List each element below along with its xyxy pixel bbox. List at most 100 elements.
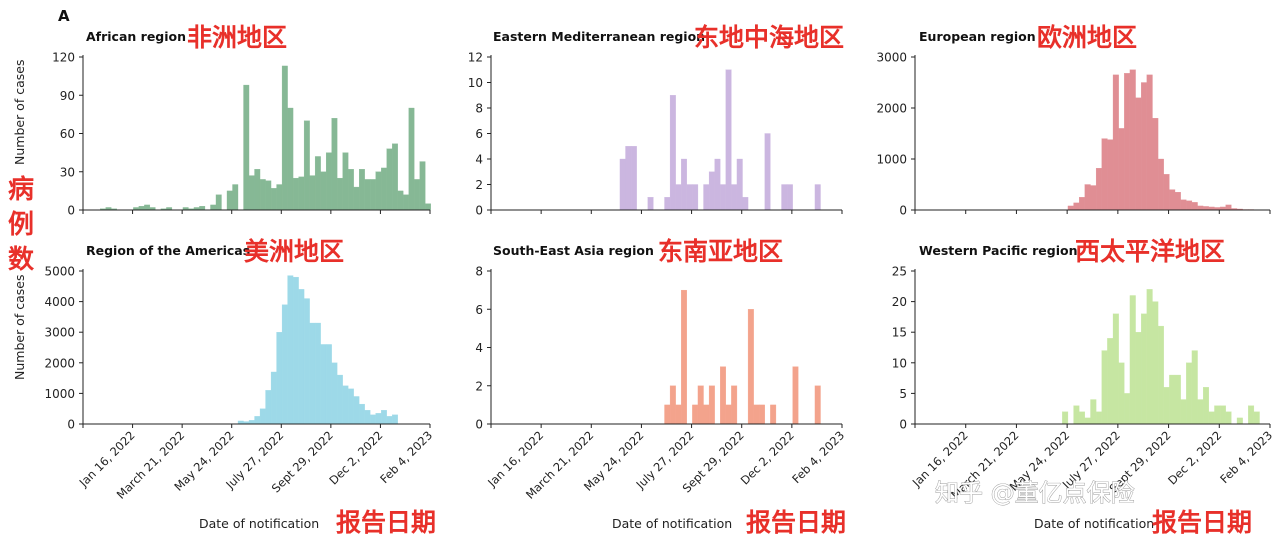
bar xyxy=(736,158,743,211)
bar xyxy=(747,309,754,425)
bar xyxy=(287,107,294,211)
bar xyxy=(292,276,299,425)
bar xyxy=(259,179,266,211)
y-tick-label: 1000 xyxy=(876,153,907,167)
bar xyxy=(1174,374,1181,425)
bar xyxy=(325,344,332,425)
bar xyxy=(781,184,788,211)
bar xyxy=(353,186,360,211)
bar xyxy=(792,366,799,425)
y-tick-label: 0 xyxy=(475,418,483,432)
bar xyxy=(281,304,288,425)
x-axis-label-americas: Date of notification xyxy=(199,516,319,531)
bar xyxy=(725,404,732,425)
bar xyxy=(342,152,349,211)
bar xyxy=(725,69,732,211)
bar xyxy=(1107,338,1114,425)
bar xyxy=(336,374,343,425)
bar xyxy=(292,177,299,211)
bar xyxy=(397,190,404,211)
y-tick-label: 2000 xyxy=(44,356,75,370)
bar xyxy=(697,385,704,425)
y-tick-label: 0 xyxy=(67,418,75,432)
bar xyxy=(1253,411,1260,425)
bar xyxy=(647,197,654,211)
bar xyxy=(814,184,821,211)
x-tick-label: Feb 4, 2023 xyxy=(1217,428,1275,486)
bar xyxy=(1152,118,1159,211)
panel-title-zh: 东南亚地区 xyxy=(658,237,783,266)
bar xyxy=(1191,202,1198,211)
bar xyxy=(314,322,321,425)
panel-title: Western Pacific region xyxy=(919,243,1077,258)
bar xyxy=(814,385,821,425)
bar xyxy=(375,413,382,425)
panel-1: African region 非洲地区 0 30 60 90 120 xyxy=(52,23,431,218)
bar xyxy=(1163,387,1170,425)
y-tick-label: 6 xyxy=(475,303,483,317)
bar xyxy=(764,133,771,211)
panel-title-zh: 美洲地区 xyxy=(244,237,344,266)
y-tick-label: 12 xyxy=(468,51,483,65)
bar xyxy=(1169,189,1176,211)
x-axis-label-zh-sea: 报告日期 xyxy=(746,508,846,537)
bar xyxy=(1084,417,1091,425)
bar xyxy=(1225,411,1232,425)
bar xyxy=(210,204,217,211)
bar xyxy=(1062,411,1069,425)
bar xyxy=(298,289,305,425)
bar xyxy=(1180,399,1187,425)
y-tick-label: 2 xyxy=(475,178,483,192)
bar xyxy=(1146,289,1153,425)
bar xyxy=(669,95,676,211)
bar xyxy=(1129,69,1136,211)
x-tick-label: Dec 2, 2022 xyxy=(326,428,385,487)
bar xyxy=(298,176,305,211)
y-tick-label: 0 xyxy=(899,204,907,218)
bar xyxy=(675,404,682,425)
y-tick-label: 2 xyxy=(475,379,483,393)
y-tick-label: 0 xyxy=(67,204,75,218)
panel-6: Western Pacific region西太平洋地区0510152025Ja… xyxy=(892,237,1275,502)
bar xyxy=(232,184,239,211)
panel-title: Region of the Americas xyxy=(86,243,250,258)
bar xyxy=(1079,411,1085,425)
bar xyxy=(1157,158,1164,211)
bar xyxy=(1107,139,1114,211)
bar xyxy=(248,175,255,211)
bar xyxy=(753,404,760,425)
y-tick-label: 8 xyxy=(475,102,483,116)
bar xyxy=(1124,393,1131,425)
bar xyxy=(1157,325,1164,425)
bar xyxy=(625,146,632,211)
bar xyxy=(331,118,338,211)
bar xyxy=(320,344,327,425)
bar xyxy=(375,171,382,211)
x-axis-label-sea: Date of notification xyxy=(612,516,732,531)
y-tick-label: 10 xyxy=(468,76,483,90)
bar xyxy=(1084,184,1091,211)
bar xyxy=(276,332,283,425)
bar xyxy=(254,416,261,425)
bar xyxy=(386,148,393,211)
bar xyxy=(331,362,338,425)
bar xyxy=(325,152,332,211)
bar xyxy=(1141,82,1147,211)
panel-title: Eastern Mediterranean region xyxy=(493,29,705,44)
bar xyxy=(1236,417,1243,425)
panel-title-zh: 非洲地区 xyxy=(187,23,287,52)
bar xyxy=(364,179,371,211)
bar xyxy=(1118,362,1125,425)
bar xyxy=(692,184,699,211)
bar xyxy=(348,388,354,425)
y-tick-label: 4 xyxy=(475,341,483,355)
bar xyxy=(265,390,272,425)
y-tick-label: 3000 xyxy=(876,51,907,65)
bar xyxy=(1203,387,1209,425)
bar xyxy=(714,158,721,211)
bar xyxy=(281,65,288,211)
bar xyxy=(742,197,749,211)
